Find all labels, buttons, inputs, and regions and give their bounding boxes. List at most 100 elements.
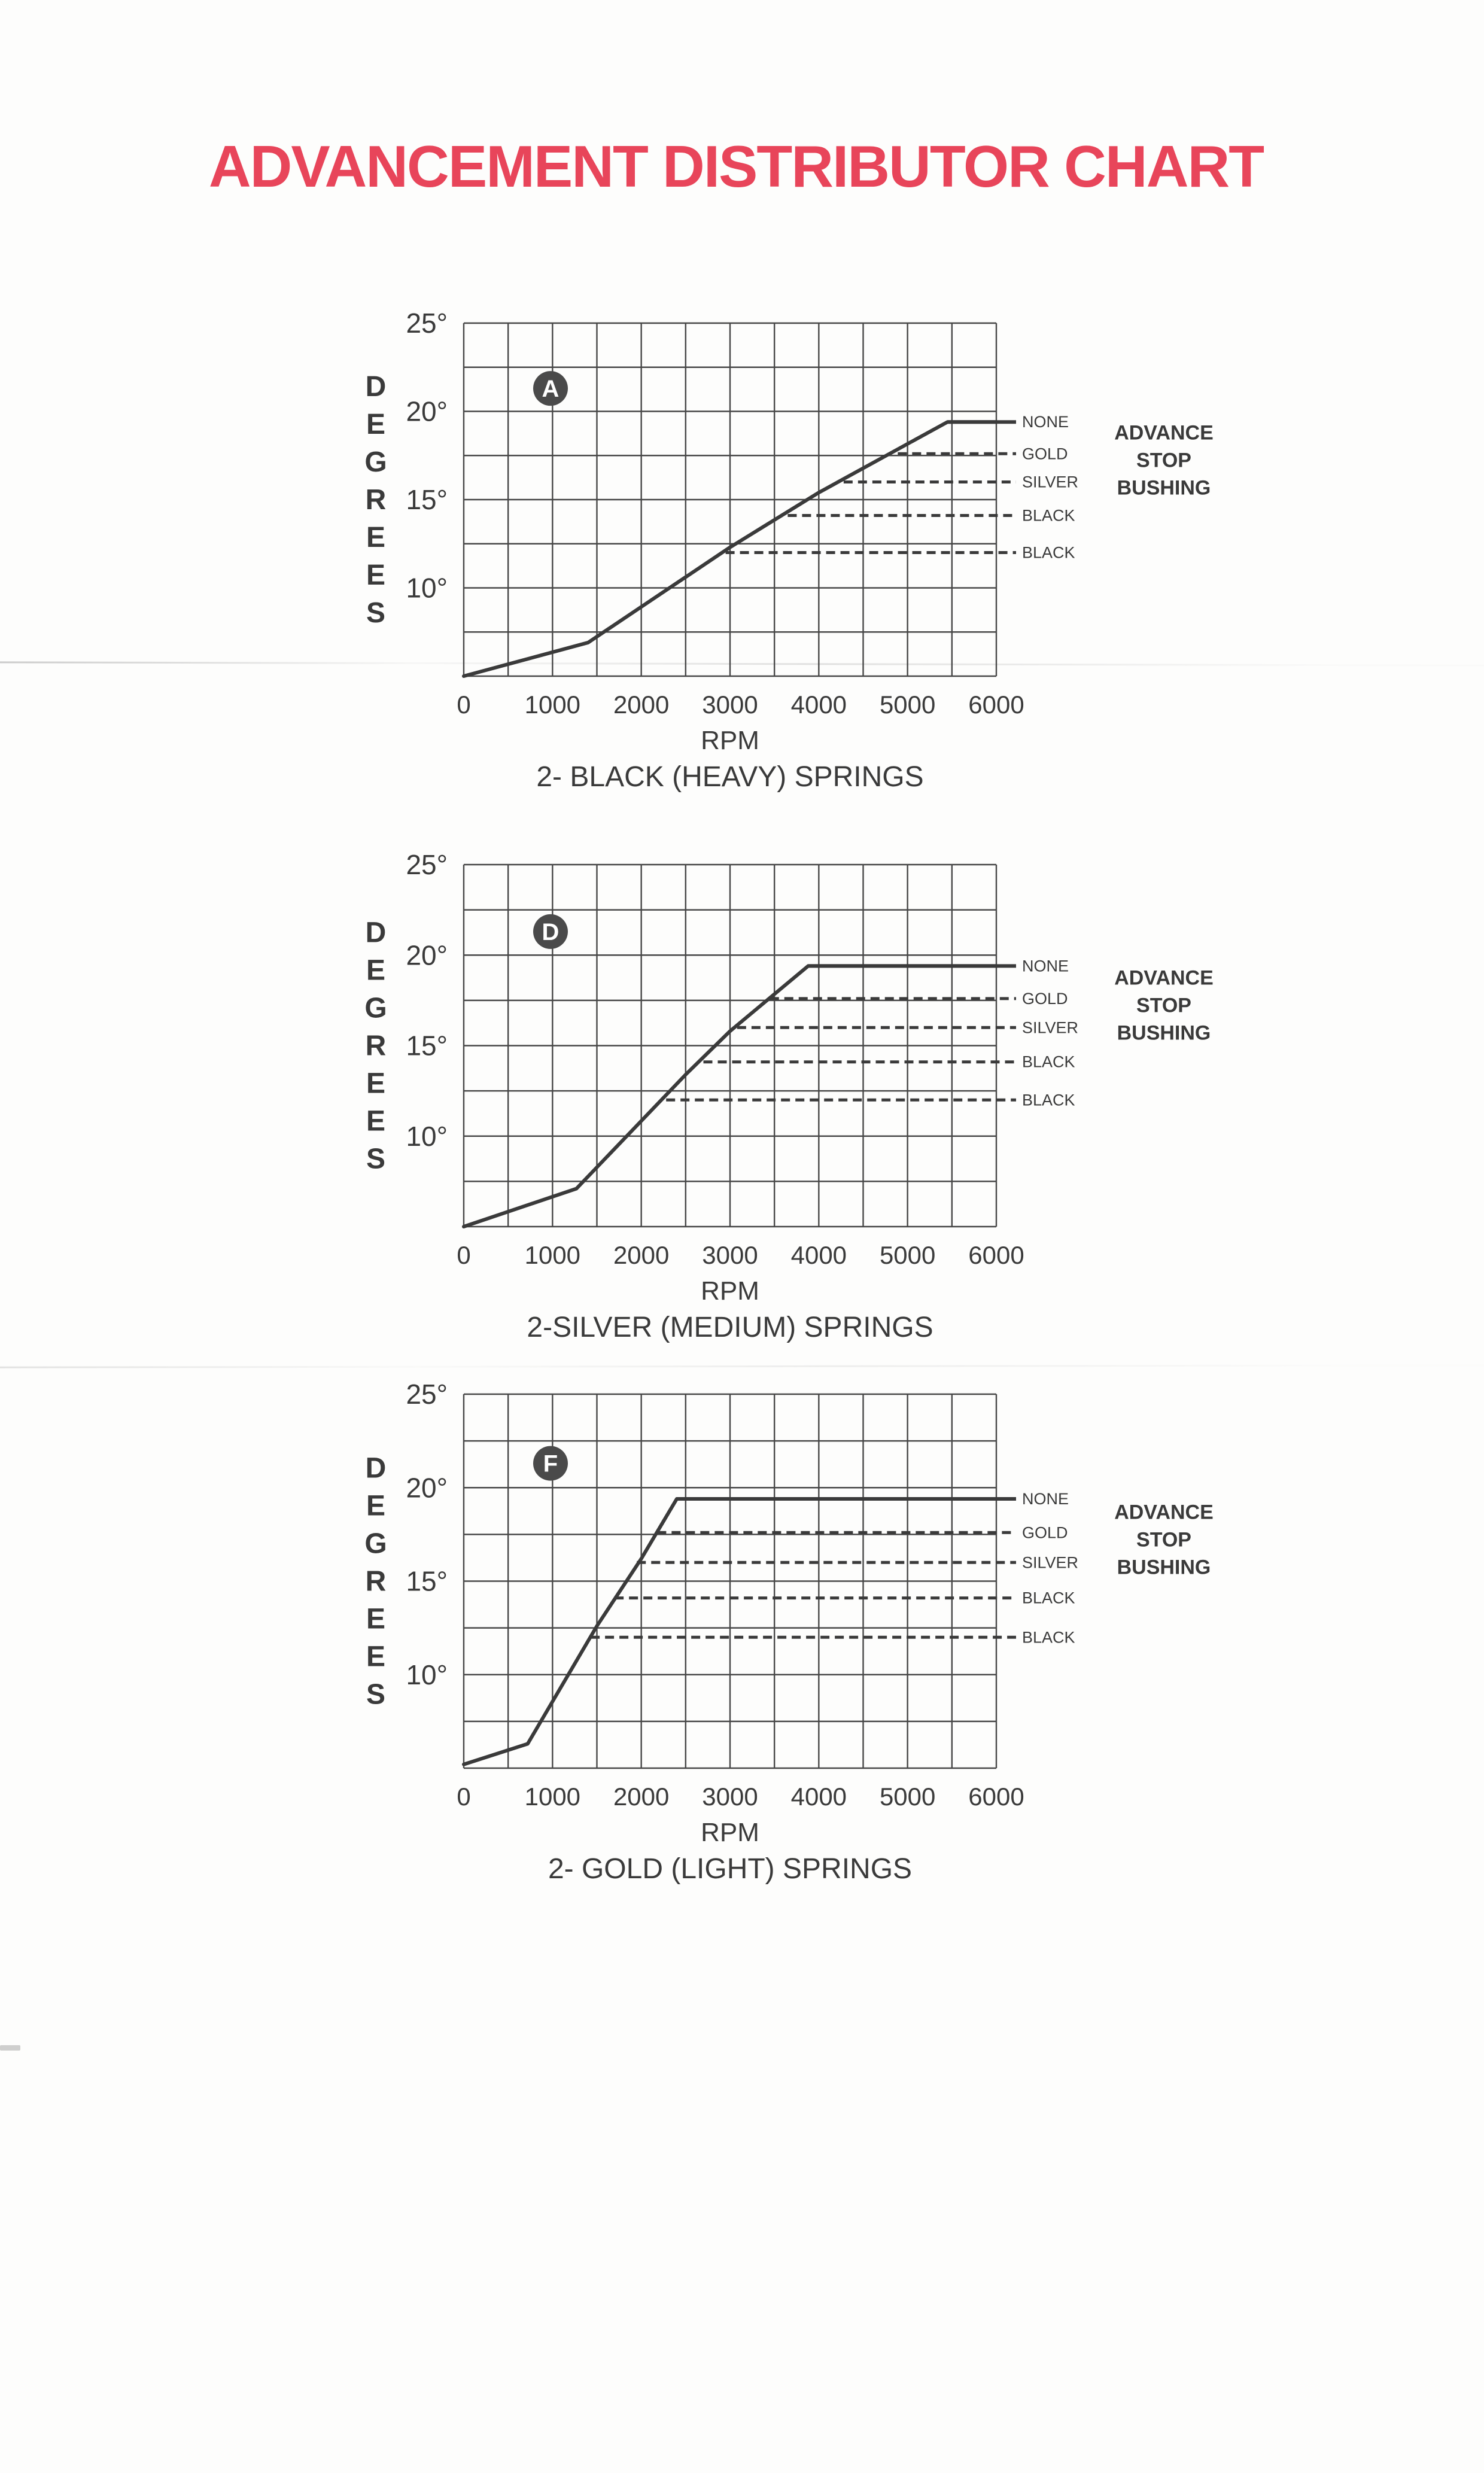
y-tick-label: 10°	[406, 1121, 448, 1152]
x-tick-label: 3000	[702, 691, 758, 719]
chart-caption: 2-SILVER (MEDIUM) SPRINGS	[527, 1312, 933, 1343]
scan-smudge	[0, 2045, 20, 2051]
x-tick-label: 0	[457, 691, 470, 719]
y-axis-label-letter: E	[366, 1491, 385, 1522]
advance-chart-svg: NONEGOLDSILVERBLACKBLACKA25°20°15°10°DEG…	[364, 308, 1214, 793]
advance-curve	[462, 420, 998, 678]
advance-stop-bushing-heading-line: BUSHING	[1117, 1021, 1211, 1044]
stop-bushing-label: BLACK	[1022, 507, 1075, 525]
y-tick-label: 20°	[406, 1472, 448, 1503]
advance-chart-svg: NONEGOLDSILVERBLACKBLACKD25°20°15°10°DEG…	[364, 849, 1214, 1343]
y-axis-label-letter: S	[366, 597, 385, 629]
stop-bushing-label: BLACK	[1022, 1053, 1075, 1071]
y-axis-label-letter: E	[366, 559, 385, 591]
x-tick-label: 5000	[880, 691, 935, 719]
advance-stop-bushing-heading-line: STOP	[1136, 1528, 1191, 1551]
chart-black-heavy-springs: NONE GOLD SILVER BLACK BLACK A 25° 20° 15° 10° D E G…	[323, 284, 1340, 850]
x-tick-label: 1000	[525, 1782, 580, 1811]
advance-stop-bushing-heading-line: BUSHING	[1117, 477, 1211, 500]
y-axis-label-letter: D	[366, 917, 387, 949]
chart-badge-letter: D	[542, 919, 559, 945]
y-axis-label-letter: E	[366, 955, 385, 987]
y-axis-label-letter: G	[364, 993, 387, 1024]
y-tick-label: 15°	[406, 484, 448, 515]
y-axis-label-letter: R	[366, 1566, 387, 1598]
x-axis-label: RPM	[701, 1276, 759, 1306]
advance-stop-bushing-heading-line: STOP	[1136, 449, 1191, 472]
advance-stop-bushing-heading-line: BUSHING	[1117, 1556, 1211, 1578]
y-tick-label: 20°	[406, 939, 448, 971]
stop-bushing-label: BLACK	[1022, 1091, 1075, 1109]
stop-bushing-label: BLACK	[1022, 1628, 1075, 1646]
stop-bushing-label: SILVER	[1022, 1553, 1078, 1571]
y-axis-label-letter: R	[366, 484, 387, 516]
y-tick-label: 10°	[406, 1659, 448, 1690]
y-tick-label: 15°	[406, 1566, 448, 1597]
x-tick-label: 4000	[791, 1782, 847, 1811]
y-tick-label: 25°	[406, 1379, 448, 1410]
x-tick-label: 4000	[791, 1241, 847, 1269]
y-tick-label: 20°	[406, 396, 448, 427]
stop-bushing-label: SILVER	[1022, 1018, 1078, 1036]
y-axis-label-letter: E	[366, 409, 385, 440]
x-tick-label: 0	[457, 1241, 470, 1269]
x-axis-label: RPM	[701, 1818, 759, 1847]
x-tick-label: 1000	[525, 1241, 580, 1269]
chart-badge-circle	[533, 914, 568, 949]
advance-stop-bushing-heading-line: ADVANCE	[1114, 1501, 1214, 1523]
x-tick-label: 2000	[613, 691, 669, 719]
chart-caption: 2- BLACK (HEAVY) SPRINGS	[536, 761, 923, 793]
advance-stop-bushing-heading-line: STOP	[1136, 994, 1191, 1017]
stop-bushing-label: SILVER	[1022, 473, 1078, 491]
stop-bushing-label: GOLD	[1022, 990, 1068, 1008]
chart-badge-circle	[533, 1446, 568, 1481]
x-tick-label: 2000	[613, 1782, 669, 1811]
stop-bushing-label: NONE	[1022, 1490, 1069, 1508]
stop-bushing-label: GOLD	[1022, 1523, 1068, 1541]
y-tick-label: 15°	[406, 1030, 448, 1061]
x-tick-label: 5000	[880, 1241, 935, 1269]
x-axis-label: RPM	[701, 726, 759, 755]
advance-curve	[462, 1497, 998, 1766]
advance-stop-bushing-heading-line: ADVANCE	[1114, 966, 1214, 989]
y-tick-label: 25°	[406, 308, 448, 339]
y-axis-label-letter: E	[366, 1106, 385, 1137]
stop-bushing-label: BLACK	[1022, 1589, 1075, 1607]
x-tick-label: 6000	[968, 1782, 1024, 1811]
y-axis-label-letter: E	[366, 1068, 385, 1100]
advance-curve	[462, 964, 998, 1228]
y-axis-label-letter: E	[366, 1641, 385, 1673]
advance-chart-svg: NONEGOLDSILVERBLACKBLACKF25°20°15°10°DEG…	[364, 1379, 1214, 1885]
x-tick-label: 6000	[968, 1241, 1024, 1269]
chart-badge-circle	[533, 371, 568, 406]
chart-badge-letter: A	[542, 376, 559, 402]
x-tick-label: 3000	[702, 1782, 758, 1811]
advance-stop-bushing-heading-line: ADVANCE	[1114, 422, 1214, 445]
chart-silver-medium-springs: NONE GOLD SILVER BLACK BLACK D 25° 20° 15° 10° D E G…	[323, 826, 1340, 1400]
y-axis-label-letter: S	[366, 1143, 385, 1175]
chart-badge-letter: F	[543, 1451, 558, 1477]
chart-gold-light-springs: NONE GOLD SILVER BLACK BLACK F 25° 20° 15° 10° D E G…	[323, 1355, 1340, 1942]
stop-bushing-label: GOLD	[1022, 445, 1068, 463]
y-axis-label-letter: D	[366, 1453, 387, 1485]
y-axis-label-letter: G	[364, 446, 387, 478]
x-tick-label: 2000	[613, 1241, 669, 1269]
x-tick-label: 5000	[880, 1782, 935, 1811]
x-tick-label: 3000	[702, 1241, 758, 1269]
y-tick-label: 25°	[406, 849, 448, 880]
y-axis-label-letter: E	[366, 1604, 385, 1635]
stop-bushing-label: NONE	[1022, 957, 1069, 975]
chart-caption: 2- GOLD (LIGHT) SPRINGS	[548, 1853, 912, 1885]
stop-bushing-label: BLACK	[1022, 544, 1075, 562]
y-axis-label-letter: D	[366, 371, 387, 403]
x-tick-label: 6000	[968, 691, 1024, 719]
y-tick-label: 10°	[406, 573, 448, 604]
page-title: ADVANCEMENT DISTRIBUTOR CHART	[208, 133, 1264, 199]
x-tick-label: 1000	[525, 691, 580, 719]
y-axis-label-letter: E	[366, 522, 385, 553]
y-axis-label-letter: S	[366, 1679, 385, 1711]
y-axis-label-letter: R	[366, 1030, 387, 1062]
stop-bushing-label: NONE	[1022, 413, 1069, 431]
x-tick-label: 4000	[791, 691, 847, 719]
